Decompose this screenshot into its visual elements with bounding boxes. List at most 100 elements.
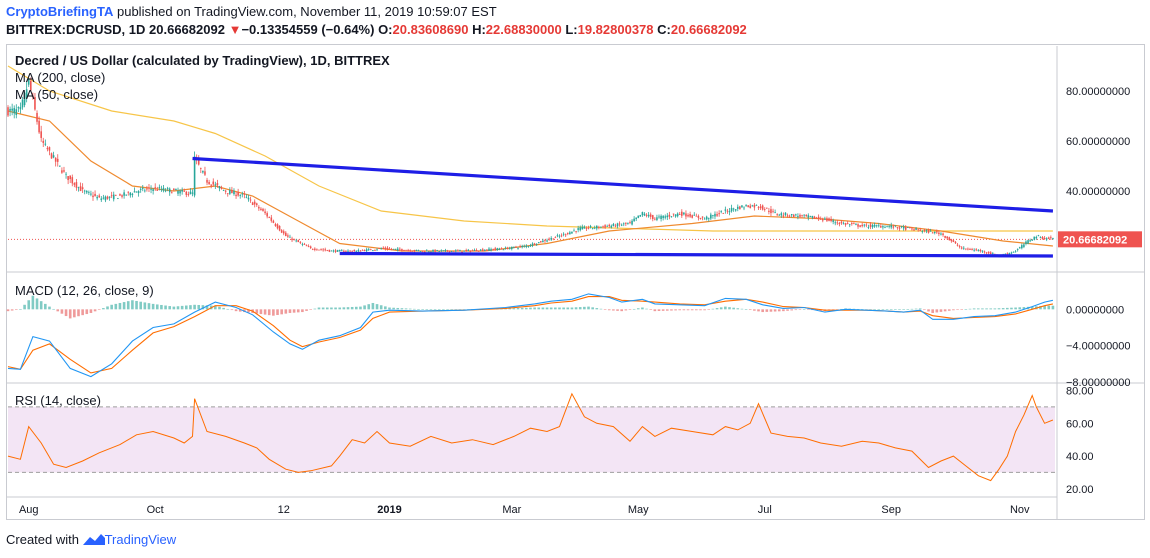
candle-body [900,226,903,228]
candle-body [622,223,625,225]
macd-histogram-bar [330,307,333,310]
macd-histogram-bar [902,309,905,310]
macd-histogram-bar [678,309,682,311]
candle-body [880,226,882,228]
candle-body [569,232,571,235]
candle-body [293,239,295,240]
macd-histogram-bar [802,309,806,310]
candle-body [131,193,134,195]
candle-body [830,218,832,221]
candle-body [295,240,297,242]
candle-body [776,214,778,216]
macd-histogram-bar [392,307,395,310]
candle-body [1039,237,1042,239]
candle-body [423,251,426,253]
time-axis-tick: 12 [278,504,290,516]
macd-histogram-bar [769,309,773,312]
author-link[interactable]: CryptoBriefingTA [6,4,114,19]
candle-body [112,194,115,200]
candle-body [1037,235,1040,237]
tradingview-brand-link[interactable]: TradingView [104,532,177,547]
candle-body [795,214,797,216]
candle-body [73,183,76,185]
macd-histogram-bar [164,305,167,310]
candle-body [255,203,258,205]
candle-body [204,171,206,175]
candle-body [886,225,888,227]
macd-histogram-bar [321,307,325,310]
macd-histogram-bar [578,307,582,310]
macd-histogram-bar [591,307,594,310]
macd-histogram-bar [421,309,424,310]
macd-histogram-bar [976,308,980,310]
candle-body [540,241,542,243]
candle-body [88,191,90,193]
macd-histogram-bar [288,309,292,313]
candle-body [303,243,306,245]
macd-histogram-bar [960,309,964,310]
macd-histogram-bar [641,307,644,310]
macd-histogram-bar [280,309,283,315]
candle-body [726,210,729,212]
macd-histogram-bar [64,309,68,317]
candle-body [581,226,584,230]
candle-body [533,243,536,245]
macd-histogram-bar [1051,305,1055,310]
candle-body [865,224,868,226]
candle-body [575,231,577,232]
macd-histogram-bar [10,309,14,311]
candle-body [320,249,322,251]
candle-body [981,250,984,252]
candle-body [264,211,266,214]
macd-histogram-bar [97,309,101,310]
candle-body [479,249,482,251]
candle-body [382,247,385,249]
chart-frame[interactable] [6,44,1145,520]
publish-text: published on TradingView.com, November 1… [113,4,497,19]
ma50-legend: MA (50, close) [15,87,99,102]
chart-title: Decred / US Dollar (calculated by Tradin… [15,53,390,68]
candle-body [863,224,866,226]
candle-body [42,140,45,143]
candle-body [94,193,96,197]
candle-body [1027,240,1029,244]
candle-body [593,227,596,229]
candle-body [743,207,745,209]
macd-histogram-bar [595,308,599,310]
candle-body [882,226,884,228]
macd-histogram-bar [442,309,445,310]
candle-body [542,240,544,243]
candle-body [386,247,389,250]
candle-body [950,239,953,242]
candle-body [546,240,548,242]
candle-body [724,209,727,211]
macd-histogram-bar [599,308,603,310]
candle-body [730,207,733,212]
candle-body [631,220,633,225]
macd-histogram-bar [359,306,362,310]
macd-histogram-bar [197,304,201,310]
macd-histogram-bar [23,304,26,310]
candle-body [32,95,34,98]
candle-body [481,249,484,251]
macd-histogram-bar [446,309,449,310]
candle-body [104,196,107,201]
candle-body [243,193,246,195]
candle-body [266,213,268,217]
candle-body [678,214,681,215]
candle-body [285,232,287,237]
candle-body [656,217,658,220]
macd-histogram-bar [653,309,657,312]
macd-axis-tick: −4.00000000 [1066,341,1131,353]
macd-histogram-bar [143,302,147,310]
candle-body [681,211,683,216]
candle-body [616,223,619,227]
macd-histogram-bar [214,305,217,310]
macd-histogram-bar [906,309,910,310]
candle-body [807,215,810,218]
candle-body [504,247,507,249]
macd-histogram-bar [993,308,997,310]
candle-body [384,247,387,250]
macd-histogram-bar [176,306,180,310]
